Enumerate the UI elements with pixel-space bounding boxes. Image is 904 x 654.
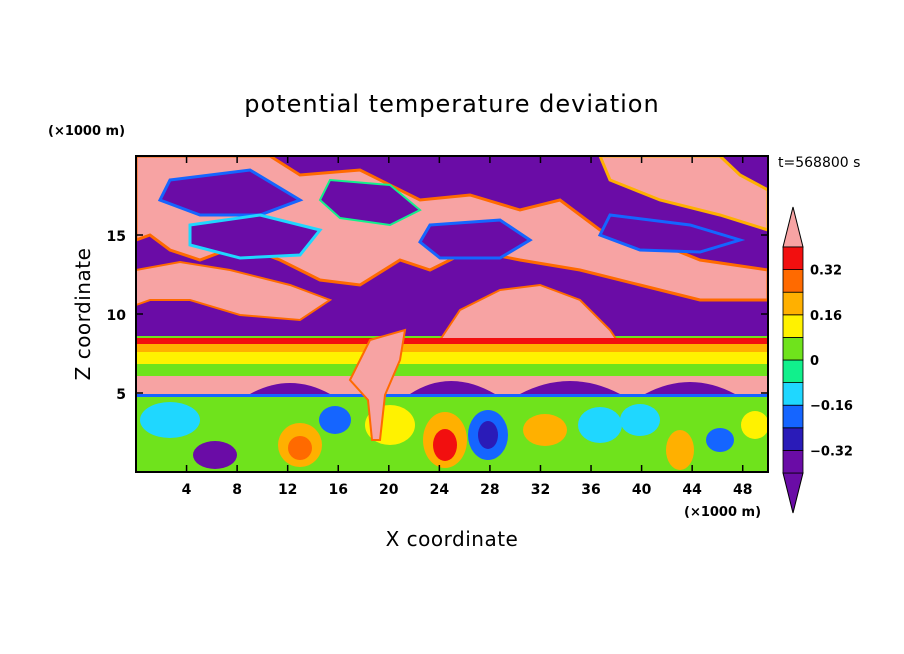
plume xyxy=(348,328,407,441)
cold-region xyxy=(188,213,323,260)
x-tick-label: 24 xyxy=(430,482,450,498)
colorbar-swatch xyxy=(782,336,804,361)
x-tick-label: 12 xyxy=(278,482,297,498)
x-tick-label: 16 xyxy=(328,482,347,498)
colorbar-swatch xyxy=(782,427,804,451)
cold-eddy xyxy=(319,406,351,434)
warm-eddy xyxy=(523,414,567,446)
x-unit-label: (×1000 m) xyxy=(684,505,761,520)
colorbar-swatch xyxy=(782,449,804,474)
x-axis-title: X coordinate xyxy=(386,527,519,551)
cold-eddy xyxy=(620,404,660,436)
y-tick-label: 5 xyxy=(116,387,126,403)
x-tick-label: 40 xyxy=(632,482,652,498)
x-tick-label: 44 xyxy=(682,482,702,498)
colorbar-under-triangle xyxy=(782,472,804,514)
cold-region xyxy=(418,218,533,260)
y-axis-ticks: 5 10 15 xyxy=(107,229,768,403)
x-axis-ticks: 4 8 12 16 20 24 28 32 36 40 44 48 xyxy=(182,156,752,498)
x-tick-label: 8 xyxy=(232,482,242,498)
contour-field xyxy=(136,156,768,472)
cold-eddy xyxy=(478,421,498,449)
cold-eddy xyxy=(578,407,622,443)
x-tick-label: 32 xyxy=(531,482,550,498)
cold-dome xyxy=(645,382,735,394)
band-yellow xyxy=(136,352,768,364)
x-tick-label: 28 xyxy=(480,482,499,498)
colorbar-over-triangle xyxy=(782,206,804,248)
warm-region xyxy=(136,260,333,322)
x-tick-label: 20 xyxy=(379,482,399,498)
colorbar-swatch xyxy=(782,382,804,406)
cold-dome xyxy=(520,381,620,394)
y-tick-label: 10 xyxy=(107,308,127,324)
chart-title: potential temperature deviation xyxy=(244,90,659,118)
y-unit-label: (×1000 m) xyxy=(48,124,125,139)
colorbar-tick-label: 0.32 xyxy=(810,264,842,279)
colorbar-swatch xyxy=(782,269,804,293)
colorbar-swatch xyxy=(782,291,804,316)
band-green xyxy=(136,364,768,374)
warm-eddy xyxy=(433,429,457,461)
cold-dome xyxy=(250,383,330,394)
band-orange xyxy=(136,344,768,352)
x-tick-label: 4 xyxy=(182,482,192,498)
x-tick-label: 48 xyxy=(733,482,752,498)
colorbar: 0.32 0.16 0 −0.16 −0.32 xyxy=(782,206,853,514)
colorbar-swatch xyxy=(782,359,804,384)
band-blue xyxy=(136,394,768,397)
x-tick-label: 36 xyxy=(581,482,600,498)
colorbar-swatch xyxy=(782,314,804,338)
y-axis-title: Z coordinate xyxy=(71,248,95,381)
time-label: t=568800 s xyxy=(778,155,860,171)
cold-region xyxy=(597,213,746,254)
cold-region xyxy=(318,178,422,227)
warm-eddy xyxy=(666,430,694,470)
colorbar-swatch xyxy=(782,404,804,429)
colorbar-swatch xyxy=(782,246,804,271)
warm-region xyxy=(598,156,768,232)
y-tick-label: 15 xyxy=(107,229,126,245)
cold-eddy xyxy=(706,428,734,452)
colorbar-tick-label: −0.16 xyxy=(810,399,853,414)
warm-eddy xyxy=(288,436,312,460)
colorbar-tick-label: 0.16 xyxy=(810,309,842,324)
cold-dome xyxy=(410,381,495,394)
cold-eddy xyxy=(193,441,237,469)
colorbar-tick-label: −0.32 xyxy=(810,444,853,459)
band-red xyxy=(136,338,768,344)
cold-eddy xyxy=(140,402,200,438)
warm-eddy xyxy=(741,411,768,439)
colorbar-tick-label: 0 xyxy=(810,354,819,369)
